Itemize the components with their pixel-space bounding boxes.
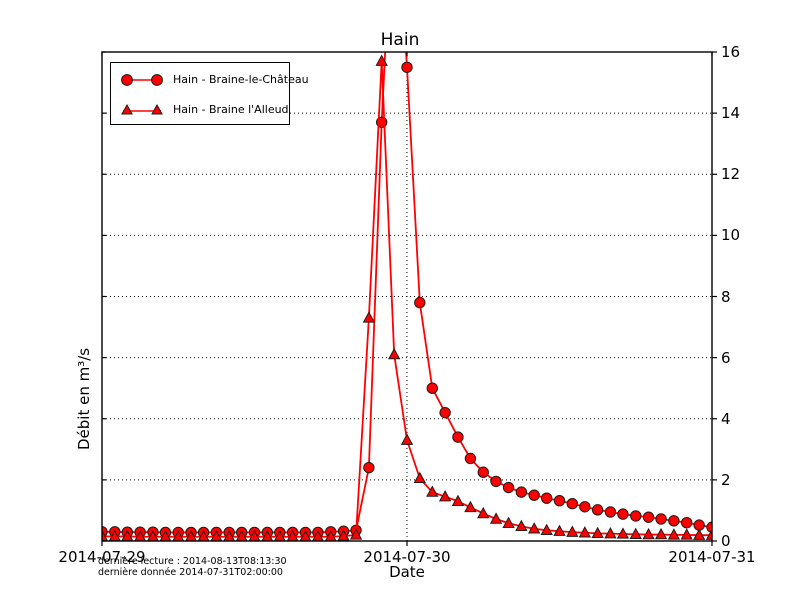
- y-tick-label: 8: [721, 287, 731, 306]
- data-point: [502, 516, 515, 528]
- legend-label: Hain - Braine-le-Château: [173, 73, 309, 86]
- data-point: [654, 527, 668, 540]
- annotation-derniere-donnee: dernière donnée 2014-07-31T02:00:00: [98, 567, 283, 578]
- data-point: [426, 382, 439, 394]
- y-axis-label: Débit en m³/s: [75, 347, 93, 450]
- data-point: [413, 471, 426, 484]
- y-tick-label: 12: [721, 165, 741, 184]
- data-point: [349, 528, 363, 540]
- data-point: [629, 527, 642, 539]
- data-point: [452, 431, 464, 443]
- data-point: [426, 485, 439, 497]
- data-point: [477, 466, 489, 478]
- data-point: [616, 527, 630, 539]
- y-tick-label: 14: [721, 104, 741, 123]
- legend-sample-triangle-line: [119, 100, 165, 120]
- x-axis-label: Date: [389, 563, 425, 581]
- data-point: [464, 500, 477, 513]
- y-tick-label: 2: [721, 470, 731, 489]
- data-point: [579, 501, 591, 513]
- data-point: [375, 54, 388, 66]
- legend-sample-circle-line: [119, 70, 165, 90]
- data-point: [515, 519, 528, 532]
- data-point: [604, 506, 617, 518]
- x-tick-label: 2014-07-30: [363, 548, 451, 566]
- data-point: [528, 489, 540, 501]
- data-point: [451, 494, 465, 506]
- data-point: [401, 61, 413, 73]
- y-tick-label: 6: [721, 348, 731, 367]
- y-tick-label: 10: [721, 226, 741, 245]
- data-point: [642, 511, 655, 523]
- data-point: [668, 515, 680, 527]
- data-point: [705, 528, 712, 540]
- data-point: [464, 452, 477, 465]
- data-point: [102, 529, 109, 541]
- gridlines: [102, 52, 712, 541]
- data-point: [617, 508, 629, 520]
- annotation-derniere-lecture: dernière lecture : 2014-08-13T08:13:30: [98, 556, 287, 567]
- legend-label: Hain - Braine l'Alleud: [173, 103, 289, 116]
- data-point: [655, 513, 667, 525]
- x-tick-label: 2014-07-29: [58, 548, 146, 566]
- data-point: [489, 512, 503, 524]
- data-point: [502, 481, 515, 494]
- data-point: [566, 525, 579, 537]
- legend-item-braine-lalleud: Hain - Braine l'Alleud: [111, 94, 291, 125]
- data-point: [439, 406, 451, 419]
- y-tick-label: 0: [721, 532, 731, 550]
- data-point: [680, 516, 693, 529]
- data-point: [578, 526, 591, 538]
- data-point: [515, 486, 528, 498]
- data-point: [490, 475, 502, 488]
- data-point: [528, 522, 541, 534]
- data-point: [363, 461, 375, 474]
- data-point: [477, 506, 490, 519]
- x-tick-label: 2014-07-31: [668, 548, 756, 566]
- data-point: [630, 510, 642, 522]
- data-point: [388, 347, 401, 360]
- legend: Hain - Braine-le-Château Hain - Braine l…: [110, 62, 309, 125]
- data-point: [693, 528, 706, 540]
- data-point: [553, 494, 566, 507]
- data-point: [680, 528, 693, 540]
- data-point: [540, 523, 553, 536]
- axis-ticks: [101, 51, 717, 546]
- y-tick-label: 4: [721, 409, 731, 428]
- data-point: [553, 524, 566, 536]
- data-point: [604, 527, 617, 539]
- data-point: [362, 311, 376, 323]
- data-point: [591, 526, 604, 539]
- data-point: [414, 296, 426, 309]
- data-point: [540, 492, 553, 504]
- data-point: [566, 498, 579, 510]
- data-point: [667, 528, 681, 540]
- data-point: [400, 433, 414, 445]
- data-point: [642, 527, 655, 540]
- data-point: [438, 490, 452, 502]
- data-point: [591, 504, 604, 516]
- y-tick-label: 16: [721, 43, 741, 61]
- legend-item-braine-le-chateau: Hain - Braine-le-Château: [111, 64, 309, 95]
- page-title: Hain: [380, 30, 420, 50]
